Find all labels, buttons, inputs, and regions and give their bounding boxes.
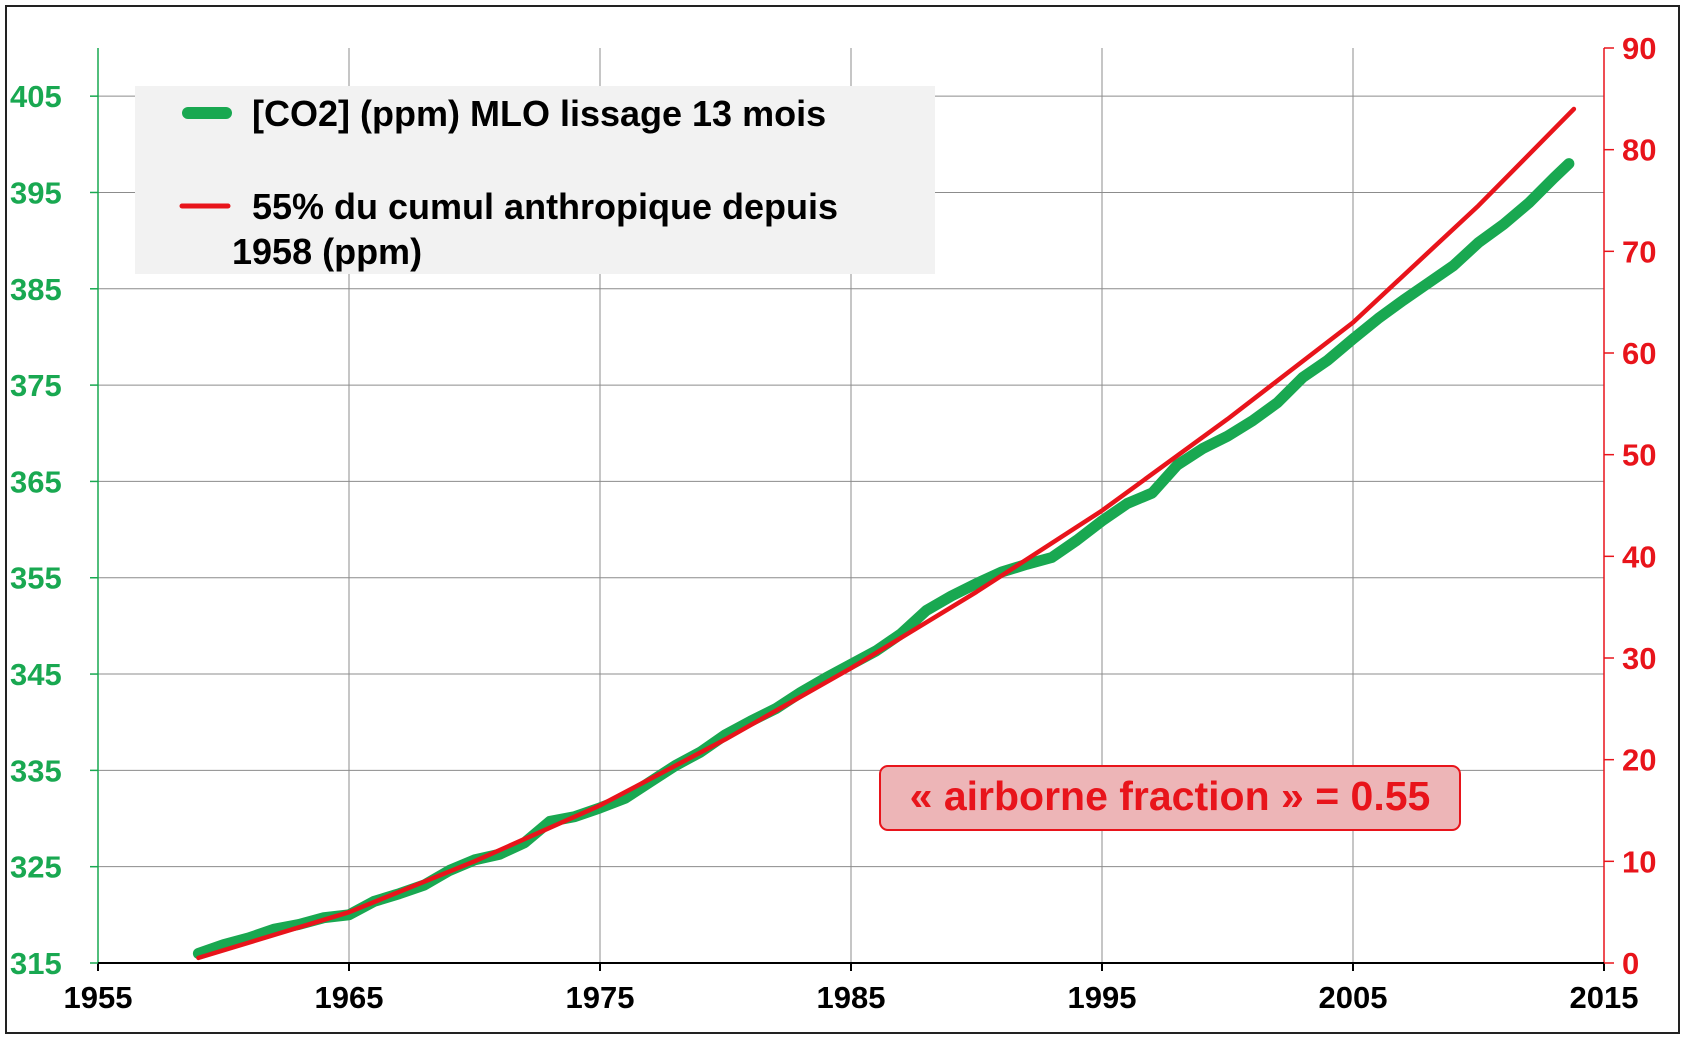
- y-right-tick-label: 0: [1622, 946, 1639, 981]
- legend-label-anthropic-line2: 1958 (ppm): [232, 231, 422, 272]
- y-right-tick-label: 90: [1622, 31, 1656, 66]
- y-left-tick-label: 395: [10, 175, 62, 210]
- y-right-tick-label: 40: [1622, 539, 1656, 574]
- y-right-tick-label: 30: [1622, 641, 1656, 676]
- x-tick-label: 1965: [315, 980, 384, 1015]
- annotation: « airborne fraction » = 0.55: [879, 765, 1461, 831]
- y-left-tick-label: 315: [10, 946, 62, 981]
- y-left-tick-label: 385: [10, 272, 62, 307]
- x-tick-label: 1985: [817, 980, 886, 1015]
- y-right-tick-label: 80: [1622, 133, 1656, 168]
- x-tick-label: 1995: [1068, 980, 1137, 1015]
- y-right-tick-label: 70: [1622, 234, 1656, 269]
- axes: [90, 47, 1614, 971]
- x-tick-label: 2005: [1319, 980, 1388, 1015]
- series-line-co2: [192, 158, 1575, 959]
- y-left-tick-label: 375: [10, 368, 62, 403]
- x-tick-label: 1955: [64, 980, 133, 1015]
- y-left-tick-label: 355: [10, 561, 62, 596]
- y-left-tick-label: 365: [10, 464, 62, 499]
- legend-box: [135, 86, 935, 274]
- series-layer: [192, 106, 1577, 961]
- y-left-tick-label: 335: [10, 753, 62, 788]
- legend-label-anthropic-line1: 55% du cumul anthropique depuis: [252, 186, 838, 227]
- annotation-text: « airborne fraction » = 0.55: [910, 773, 1431, 819]
- x-tick-label: 1975: [566, 980, 635, 1015]
- x-tick-label: 2015: [1570, 980, 1639, 1015]
- y-right-tick-label: 60: [1622, 336, 1656, 371]
- legend-label-co2: [CO2] (ppm) MLO lissage 13 mois: [252, 93, 826, 134]
- y-right-tick-label: 20: [1622, 743, 1656, 778]
- y-right-tick-label: 50: [1622, 438, 1656, 473]
- y-left-tick-label: 325: [10, 850, 62, 885]
- y-left-tick-label: 405: [10, 79, 62, 114]
- y-right-tick-label: 10: [1622, 844, 1656, 879]
- annotation-box: [879, 765, 1461, 831]
- series-line-anthropic: [196, 106, 1577, 961]
- tick-labels: 1955 1965 1975 1985 1995 2005 2015 315 325 335 345…: [10, 31, 1656, 1015]
- y-left-tick-label: 345: [10, 657, 62, 692]
- legend: [CO2] (ppm) MLO lissage 13 mois 55% du c…: [135, 86, 935, 274]
